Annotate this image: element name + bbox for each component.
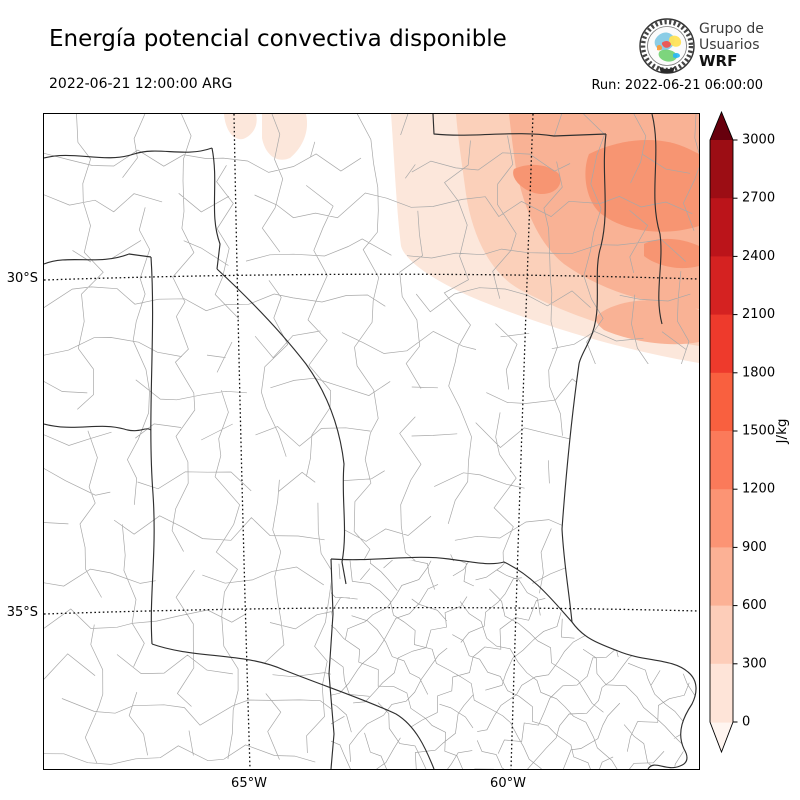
province-boundary [151,643,435,769]
colorbar-tick-label: 2700 [742,191,775,206]
cape-shaded-region-0-300 [262,114,308,160]
page-title: Energía potencial convectiva disponible [49,26,507,52]
cape-contour-map [44,114,699,769]
graticule-gridline [44,273,699,281]
graticule-gridline [233,114,251,769]
province-boundary [432,114,607,137]
province-boundary [330,556,573,623]
logo-text-line3: WRF [699,52,737,70]
province-boundary [617,650,697,769]
wrf-users-group-logo: Grupo de Usuarios WRF [639,18,764,74]
province-boundary [328,558,335,769]
x-tick-label-60w: 60°W [490,776,526,791]
x-tick-label-65w: 65°W [231,776,267,791]
cape-shaded-region-600-900 [596,300,699,345]
cape-shaded-region-900-1200 [585,139,699,232]
model-run-label: Run: 2022-06-21 06:00:00 [591,78,763,93]
colorbar-tick-label: 1200 [742,482,775,497]
colorbar-tick-label: 600 [742,598,767,613]
colorbar-unit-label: J/kg [774,419,790,445]
y-tick-label-35s: 35°S [6,605,38,620]
colorbar-tick-label: 300 [742,656,767,671]
cape-shaded-region-0-300 [224,114,257,140]
province-boundary [44,147,213,159]
colorbar-tick-label: 1800 [742,365,775,380]
colorbar-tick-label: 900 [742,540,767,555]
map-plot-area [43,113,700,770]
province-boundary [150,256,155,645]
province-boundary [561,133,619,652]
valid-time-label: 2022-06-21 12:00:00 ARG [49,76,233,92]
y-tick-label-30s: 30°S [6,271,38,286]
province-boundary [44,253,152,265]
logo-text-line2: Usuarios [699,37,760,53]
blank-river-plain-region [562,364,699,681]
logo-text-line1: Grupo de [699,21,764,37]
graticule-gridline [44,606,699,615]
graticule-gridline [510,114,534,769]
colorbar-tick-label: 3000 [742,133,775,148]
colorbar-tick-label: 2100 [742,307,775,322]
cape-shaded-region-900-1200 [513,164,561,194]
ocean-region [618,651,699,769]
colorbar-tick-label: 0 [742,715,750,730]
province-boundary [216,268,347,585]
province-boundary [211,147,221,270]
colorbar: 30002700240021001800150012009006003000J/… [709,110,790,754]
province-boundary [651,114,663,325]
colorbar-tick-label: 2400 [742,249,775,264]
province-boundary [44,423,152,432]
colorbar-tick-label: 1500 [742,424,775,439]
globe-emblem-icon [639,18,695,74]
